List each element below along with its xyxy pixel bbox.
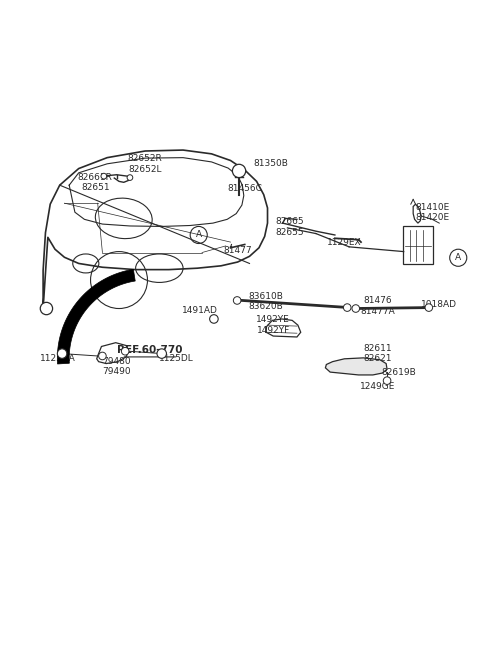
Text: 1125DL: 1125DL [158,354,193,363]
Circle shape [157,349,167,358]
Polygon shape [325,358,387,375]
Text: 81476
81477A: 81476 81477A [360,297,395,316]
Polygon shape [96,343,129,364]
Text: 83610B
83620B: 83610B 83620B [249,291,284,311]
Text: 82611
82621: 82611 82621 [363,344,392,364]
Text: 79480
79490: 79480 79490 [102,357,131,376]
Text: 1492YE
1492YF: 1492YE 1492YF [256,316,290,335]
Circle shape [98,352,106,360]
Text: 1249GE: 1249GE [360,383,395,391]
Circle shape [352,305,360,312]
Circle shape [232,164,246,178]
Polygon shape [266,319,301,337]
Circle shape [101,174,107,179]
Circle shape [425,304,432,311]
Text: 81410E
81420E: 81410E 81420E [415,203,449,223]
Text: A: A [196,231,202,240]
Polygon shape [57,269,135,364]
Text: 81350B: 81350B [253,159,288,168]
FancyBboxPatch shape [403,227,433,264]
Circle shape [210,314,218,323]
Text: 81456C: 81456C [228,184,262,193]
Circle shape [127,175,133,180]
Text: 82619B: 82619B [382,368,416,377]
Text: REF.60-770: REF.60-770 [117,345,182,355]
Text: 1018AD: 1018AD [421,300,457,309]
Text: 81477: 81477 [223,246,252,255]
Circle shape [40,303,53,314]
Text: 1491AD: 1491AD [182,307,217,316]
Circle shape [57,349,67,358]
Text: 82652R
82652L: 82652R 82652L [128,154,163,174]
Circle shape [384,377,391,384]
Circle shape [343,304,351,311]
Circle shape [233,297,241,305]
Text: 82661R
82651: 82661R 82651 [78,173,113,193]
Text: 1129EX: 1129EX [327,238,362,246]
Circle shape [121,347,129,355]
Polygon shape [413,204,421,223]
Text: A: A [455,253,461,262]
Text: 82665
82655: 82665 82655 [276,217,304,236]
Text: 1125DA: 1125DA [39,354,75,363]
